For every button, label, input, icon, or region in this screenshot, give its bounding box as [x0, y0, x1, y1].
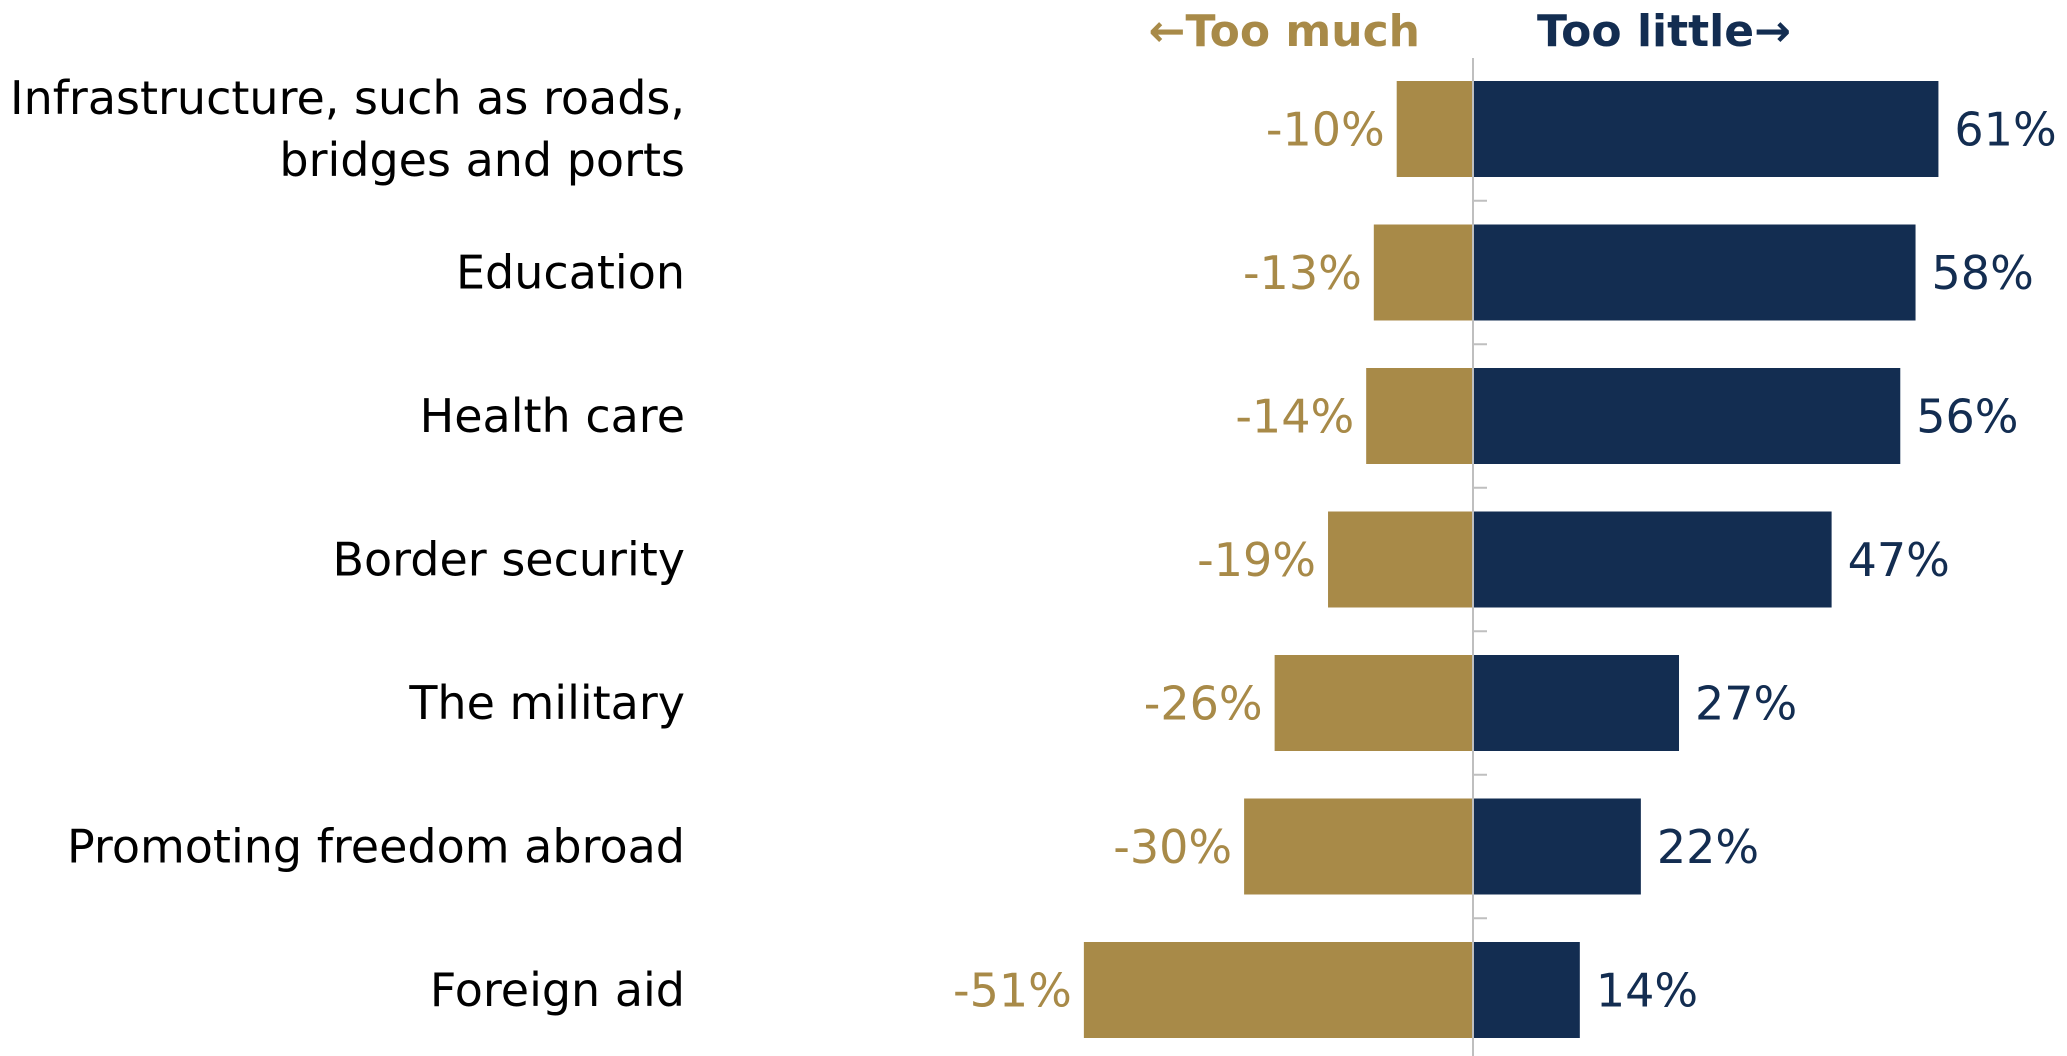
- data-label-too-little: 14%: [1596, 964, 1698, 1018]
- data-label-too-little: 61%: [1954, 103, 2056, 157]
- bars-layer: [1083, 81, 1939, 1038]
- data-label-too-little: 47%: [1848, 533, 1950, 587]
- data-label-too-much: -51%: [953, 964, 1072, 1018]
- data-label-too-little: 22%: [1657, 820, 1759, 874]
- category-label: The military: [408, 676, 685, 730]
- bar-too-much: [1366, 368, 1473, 464]
- data-label-too-much: -13%: [1243, 246, 1362, 300]
- bar-too-little: [1473, 368, 1901, 464]
- data-label-too-little: 27%: [1695, 677, 1797, 731]
- bar-too-little: [1473, 224, 1916, 321]
- header-too-little: Too little→: [1537, 6, 1791, 57]
- bar-too-little: [1473, 81, 1939, 177]
- bar-too-much: [1244, 798, 1473, 895]
- category-label: Infrastructure, such as roads,: [10, 71, 685, 125]
- category-label: Promoting freedom abroad: [67, 820, 685, 874]
- category-label: Education: [456, 246, 685, 300]
- bar-too-little: [1473, 655, 1680, 751]
- bar-too-much: [1274, 655, 1473, 751]
- bar-too-much: [1083, 942, 1473, 1038]
- bar-too-little: [1473, 942, 1580, 1038]
- labels-layer: Infrastructure, such as roads, bridges an…: [10, 71, 2057, 1017]
- category-label: Health care: [420, 389, 685, 443]
- data-label-too-little: 58%: [1932, 246, 2034, 300]
- category-label: Border security: [332, 533, 685, 587]
- data-label-too-much: -19%: [1197, 533, 1316, 587]
- category-label: Foreign aid: [430, 963, 685, 1017]
- category-label: bridges and ports: [279, 133, 685, 187]
- data-label-too-little: 56%: [1916, 390, 2018, 444]
- bar-too-little: [1473, 798, 1641, 895]
- data-label-too-much: -26%: [1144, 677, 1263, 731]
- bar-too-much: [1373, 224, 1473, 321]
- axis-ticks: [1473, 199, 1487, 920]
- bar-too-little: [1473, 511, 1832, 608]
- header-too-much: ←Too much: [1149, 6, 1420, 57]
- bar-too-much: [1396, 81, 1473, 177]
- data-label-too-much: -14%: [1235, 390, 1354, 444]
- data-label-too-much: -10%: [1266, 103, 1385, 157]
- data-label-too-much: -30%: [1113, 820, 1232, 874]
- bar-too-much: [1328, 511, 1473, 608]
